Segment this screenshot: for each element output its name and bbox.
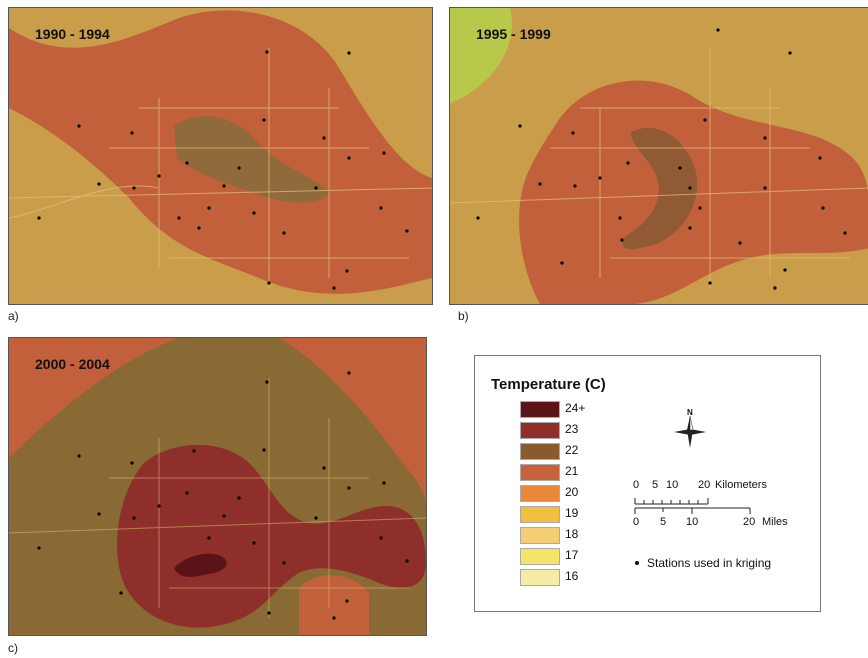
- legend-class-label: 16: [565, 569, 579, 583]
- map-panel-c: 2000 - 2004: [8, 337, 427, 636]
- scale-mi-tick-20: 20: [743, 516, 756, 528]
- map-a-roads: [9, 48, 432, 288]
- period-label-c: 2000 - 2004: [35, 356, 110, 372]
- map-c-zone-24-core: [174, 553, 227, 577]
- map-c-stations: [37, 371, 409, 620]
- legend-class-label: 19: [565, 506, 579, 520]
- legend-class-label: 20: [565, 485, 579, 499]
- map-c-canvas: [9, 338, 426, 635]
- map-c-roads: [9, 378, 426, 618]
- scale-km-unit: Kilometers: [715, 479, 767, 491]
- period-label-b: 1995 - 1999: [476, 26, 551, 42]
- north-label: N: [687, 408, 693, 417]
- scale-mi-tick-5: 5: [660, 516, 667, 528]
- map-a-canvas: [9, 8, 432, 304]
- scale-km-tick-5: 5: [652, 479, 659, 491]
- stations-label: Stations used in kriging: [647, 556, 772, 570]
- map-a-zone-22: [174, 116, 329, 203]
- panel-label-b: b): [458, 309, 469, 323]
- panel-label-c: c): [8, 641, 18, 655]
- map-panel-b: 1995 - 1999: [449, 7, 868, 305]
- map-b-zone-22: [622, 127, 698, 250]
- map-b-green-patch: [450, 8, 512, 103]
- legend-class-label: 18: [565, 527, 579, 541]
- map-c-zone-23: [117, 444, 426, 628]
- legend-swatch: [520, 401, 560, 418]
- legend-swatch: [520, 464, 560, 481]
- legend-class-label: 22: [565, 443, 579, 457]
- map-legend: Temperature (C) 24+ 23 22 21 20 19 18 17 16 N 0 …: [474, 355, 821, 612]
- legend-swatch: [520, 443, 560, 460]
- north-arrow-icon: [674, 415, 706, 448]
- scale-mi-unit: Miles: [762, 516, 788, 528]
- scale-km-tick-10: 10: [666, 479, 679, 491]
- legend-title: Temperature (C): [491, 376, 606, 393]
- map-panel-a: 1990 - 1994: [8, 7, 433, 305]
- legend-swatch: [520, 485, 560, 502]
- scale-bar: [634, 498, 751, 514]
- scale-mi-tick-10: 10: [686, 516, 699, 528]
- map-c-zone-21-south: [299, 575, 369, 635]
- panel-label-a: a): [8, 309, 19, 323]
- map-b-canvas: [450, 8, 868, 304]
- scale-mi-tick-0: 0: [633, 516, 640, 528]
- legend-class-label: 17: [565, 548, 579, 562]
- legend-swatch: [520, 548, 560, 565]
- legend-class-label: 24+: [565, 401, 586, 415]
- legend-swatch: [520, 506, 560, 523]
- legend-swatch: [520, 527, 560, 544]
- scale-km-tick-20: 20: [698, 479, 711, 491]
- map-b-stations: [476, 28, 847, 290]
- station-marker-icon: [635, 561, 639, 565]
- legend-class-label: 23: [565, 422, 579, 436]
- period-label-a: 1990 - 1994: [35, 26, 110, 42]
- legend-class-label: 21: [565, 464, 579, 478]
- scale-km-tick-0: 0: [633, 479, 640, 491]
- legend-swatch: [520, 569, 560, 586]
- map-a-stations: [37, 50, 409, 290]
- map-b-roads: [450, 48, 868, 288]
- legend-swatch: [520, 422, 560, 439]
